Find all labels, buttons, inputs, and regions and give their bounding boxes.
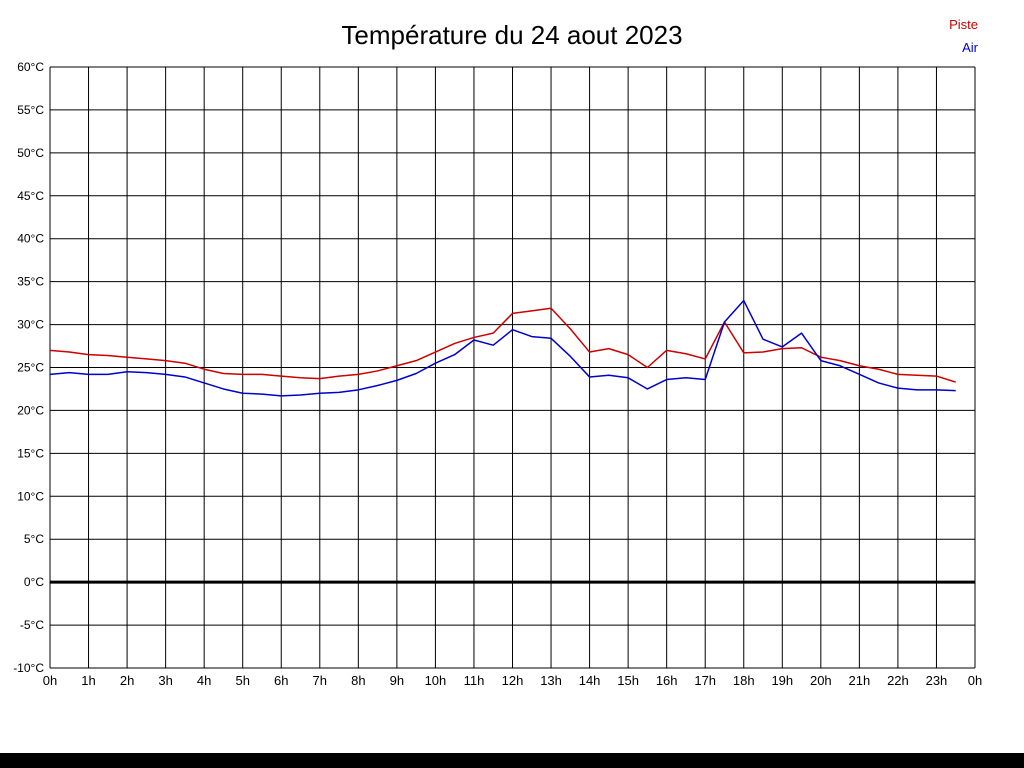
y-tick-label: 35°C (17, 275, 44, 289)
x-tick-label: 18h (733, 673, 755, 688)
y-tick-label: 20°C (17, 403, 44, 417)
x-tick-label: 15h (617, 673, 639, 688)
footer-bar (0, 753, 1024, 768)
y-tick-label: 50°C (17, 146, 44, 160)
legend-item-piste: Piste (949, 17, 978, 32)
x-tick-label: 0h (43, 673, 57, 688)
y-tick-label: 55°C (17, 103, 44, 117)
x-tick-label: 11h (464, 673, 485, 688)
y-tick-label: 15°C (17, 446, 44, 460)
y-tick-label: 25°C (17, 361, 44, 375)
x-tick-label: 4h (197, 673, 211, 688)
y-tick-label: 10°C (17, 489, 44, 503)
x-tick-label: 17h (694, 673, 716, 688)
y-tick-label: 5°C (24, 532, 44, 546)
y-tick-label: 45°C (17, 189, 44, 203)
chart-legend: Piste Air (949, 13, 978, 59)
air-series-line (49, 299, 956, 397)
legend-item-air: Air (962, 40, 978, 55)
y-tick-label: 60°C (17, 60, 44, 74)
x-tick-label: 12h (502, 673, 524, 688)
x-tick-label: 8h (351, 673, 365, 688)
x-tick-label: 22h (887, 673, 909, 688)
y-tick-label: -10°C (13, 661, 44, 675)
x-tick-label: 21h (849, 673, 871, 688)
chart-title: Température du 24 aout 2023 (341, 20, 683, 50)
x-tick-label: 7h (313, 673, 327, 688)
x-tick-label: 16h (656, 673, 678, 688)
x-tick-label: 3h (158, 673, 172, 688)
y-tick-label: -5°C (20, 618, 44, 632)
x-tick-label: 9h (390, 673, 404, 688)
x-tick-label: 10h (425, 673, 447, 688)
x-tick-label: 14h (579, 673, 601, 688)
x-tick-label: 5h (235, 673, 249, 688)
piste-series-line (49, 307, 956, 383)
x-tick-label: 20h (810, 673, 832, 688)
x-tick-label: 6h (274, 673, 288, 688)
x-tick-label: 13h (540, 673, 562, 688)
y-tick-label: 0°C (24, 575, 44, 589)
y-tick-label: 30°C (17, 318, 44, 332)
y-tick-label: 40°C (17, 232, 44, 246)
x-tick-label: 19h (771, 673, 793, 688)
x-tick-label: 1h (81, 673, 95, 688)
x-tick-label: 23h (926, 673, 948, 688)
x-tick-label: 2h (120, 673, 134, 688)
x-tick-label: 0h (968, 673, 982, 688)
